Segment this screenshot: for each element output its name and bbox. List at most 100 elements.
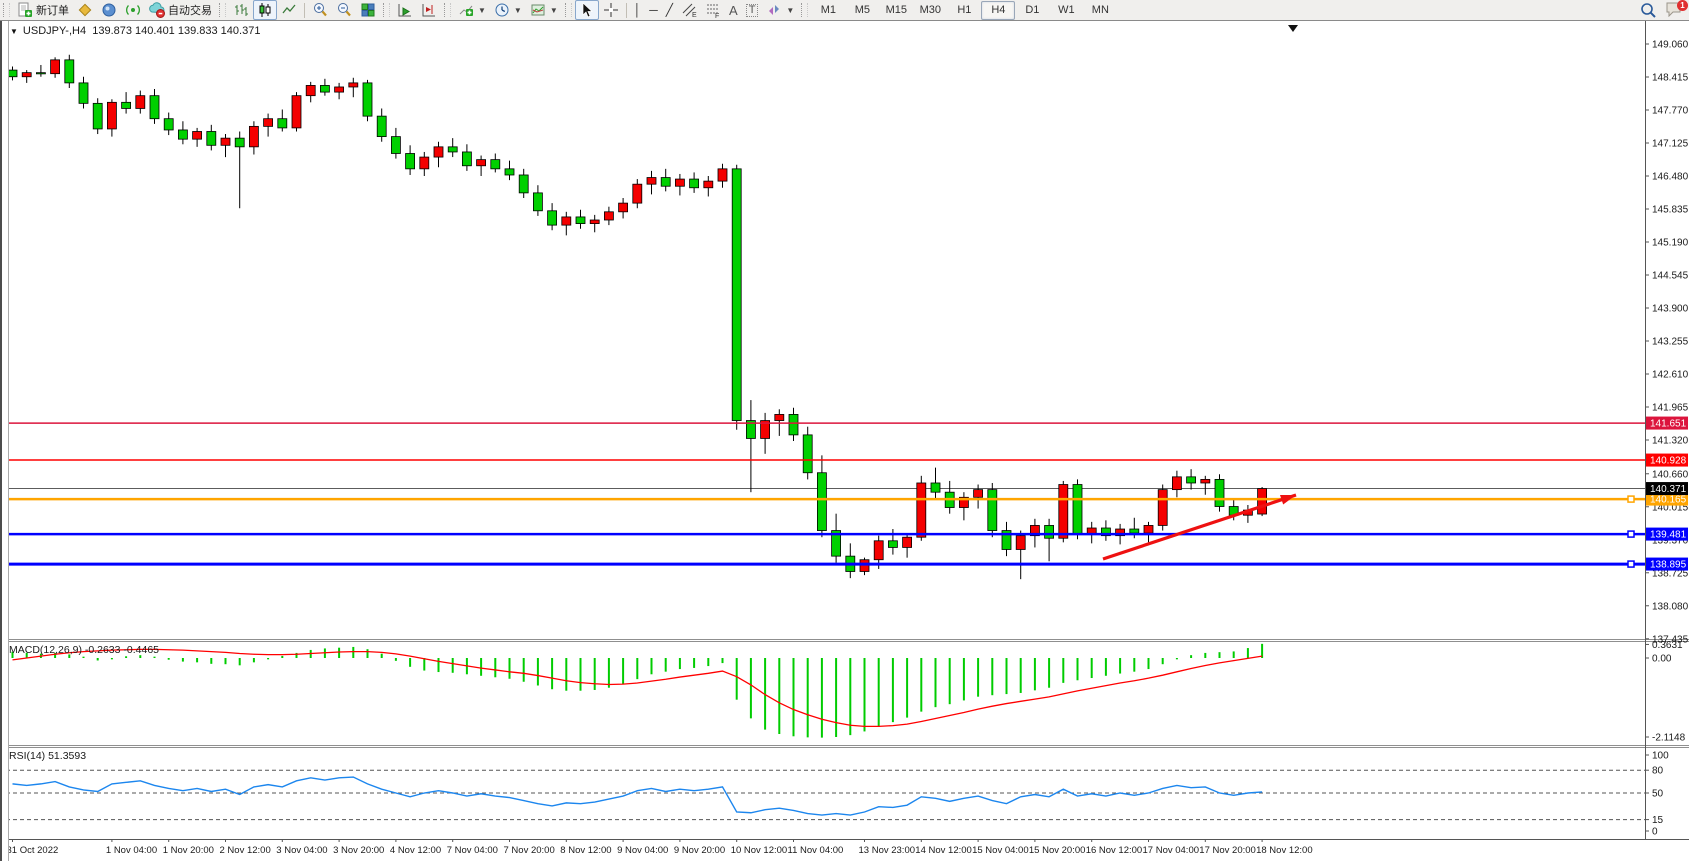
timeframe-m15-button[interactable]: M15 (885, 4, 908, 16)
tile-windows-button[interactable] (356, 0, 380, 20)
horizontal-line-139.481[interactable] (6, 530, 1645, 538)
timeframe-h1-button[interactable]: H1 (957, 4, 972, 16)
bar-chart-button[interactable] (229, 0, 253, 20)
price-tick-label: 137.435 (1652, 634, 1689, 645)
toolbar-grip (564, 3, 572, 17)
search-icon[interactable] (1640, 2, 1657, 19)
chart-shift-button[interactable] (417, 0, 441, 20)
chart-window: 149.060 148.415 147.770 147.125 146.480 145.8… (0, 20, 1689, 861)
timeframe-w1-button[interactable]: W1 (1058, 4, 1075, 16)
new-order-button[interactable]: 新订单 (13, 0, 73, 20)
date-tick-label: 14 Nov 12:00 (915, 845, 972, 856)
bar-chart-icon (235, 4, 248, 16)
date-tick-label: 10 Nov 12:00 (731, 845, 788, 856)
indicators-button[interactable]: ▼ (454, 0, 490, 20)
candle (817, 472, 827, 531)
date-tick-label: 7 Nov 20:00 (504, 845, 555, 856)
periods-button[interactable]: ▼ (490, 0, 526, 20)
new-order-label: 新订单 (36, 5, 69, 17)
fibonacci-button[interactable]: F (701, 0, 725, 20)
macd-signal-line (12, 648, 1263, 728)
chart-shift-icon (422, 4, 435, 17)
clock-icon (495, 3, 509, 17)
candle (149, 95, 160, 120)
macd-indicator-label: MACD(12,26,9) -0.2633 -0.4465 (9, 644, 159, 656)
candle (177, 129, 188, 140)
trendline-icon: ╱ (665, 3, 674, 17)
candle (604, 211, 614, 221)
chart-canvas[interactable]: 149.060 148.415 147.770 147.125 146.480 145.8… (0, 21, 1689, 861)
candle (731, 168, 742, 421)
candlestick-chart-button[interactable] (253, 0, 277, 20)
rsi-pane (6, 769, 1645, 821)
vertical-line-button[interactable]: │ (630, 0, 646, 20)
candle (1200, 478, 1211, 484)
text-button[interactable]: A (725, 0, 742, 20)
auto-trading-button[interactable]: 自动交易 (145, 0, 216, 20)
chart-dropdown-icon[interactable]: ▼ (10, 27, 18, 36)
price-axis[interactable]: 149.060 148.415 147.770 147.125 146.480 145.8… (1645, 21, 1689, 839)
notifications-button[interactable]: 1 (1665, 0, 1688, 20)
trend-arrow[interactable] (1102, 493, 1297, 561)
candle (433, 146, 444, 158)
date-tick-label: 1 Nov 04:00 (106, 845, 157, 856)
candle (64, 59, 75, 84)
date-tick-label: 17 Nov 04:00 (1143, 845, 1200, 856)
horizontal-line-138.895[interactable] (6, 560, 1645, 568)
candle (447, 146, 458, 153)
timeframe-m5-button[interactable]: M5 (854, 4, 870, 16)
equidistant-channel-button[interactable]: E (677, 0, 701, 20)
candle (362, 82, 373, 117)
chevron-down-icon: ▼ (478, 5, 486, 15)
candle (305, 85, 316, 97)
candle (987, 489, 998, 531)
zoom-out-button[interactable] (332, 0, 356, 20)
price-tick-label: 140.015 (1652, 502, 1689, 513)
candle (248, 125, 259, 148)
price-tick-label: 139.370 (1652, 535, 1689, 546)
candle (319, 85, 330, 93)
date-axis[interactable]: 31 Oct 2022 1 Nov 04:00 1 Nov 20:00 2 Nov 1… (0, 839, 1689, 856)
timeframe-m30-button[interactable]: M30 (919, 4, 942, 16)
text-label-button[interactable]: T (742, 0, 763, 20)
candle (1157, 489, 1168, 526)
rsi-tick-label: 0 (1652, 827, 1658, 838)
toolbar-grip (801, 3, 809, 17)
timeframe-d1-button[interactable]: D1 (1025, 4, 1040, 16)
horizontal-line-button[interactable]: ─ (645, 0, 662, 20)
market-watch-button[interactable] (73, 0, 97, 20)
timeframe-m1-button[interactable]: M1 (820, 4, 836, 16)
candle (121, 101, 131, 109)
auto-scroll-button[interactable] (393, 0, 417, 20)
toolbar-grip (383, 3, 390, 17)
candle (561, 216, 572, 226)
candlestick-chart-icon (259, 3, 271, 17)
candle (1058, 484, 1069, 539)
candle (1257, 488, 1267, 515)
candle (376, 115, 387, 138)
candle (902, 536, 912, 548)
candle (135, 95, 146, 109)
candle (1129, 528, 1140, 534)
price-tick-label: 145.190 (1652, 238, 1689, 249)
navigator-button[interactable] (97, 0, 121, 20)
arrows-button[interactable]: ▼ (762, 0, 798, 20)
timeframe-mn-button[interactable]: MN (1091, 4, 1109, 16)
trendline-button[interactable]: ╱ (662, 0, 677, 20)
crosshair-button[interactable] (599, 0, 623, 20)
zoom-in-button[interactable] (308, 0, 332, 20)
templates-button[interactable]: ▼ (526, 0, 562, 20)
candles (7, 54, 1267, 580)
indicators-icon (459, 5, 473, 16)
horizontal-line-140.165[interactable] (6, 495, 1645, 503)
auto-trading-icon (149, 2, 165, 18)
timeframe-h4-button[interactable]: H4 (981, 0, 1016, 20)
signals-button[interactable] (121, 0, 145, 20)
price-shift-marker[interactable] (1288, 25, 1298, 32)
line-chart-button[interactable] (277, 0, 301, 20)
cursor-button[interactable] (574, 0, 599, 20)
rsi-tick-label: 80 (1652, 766, 1664, 777)
candle (334, 86, 345, 93)
candle (107, 101, 117, 130)
candle (291, 95, 302, 129)
